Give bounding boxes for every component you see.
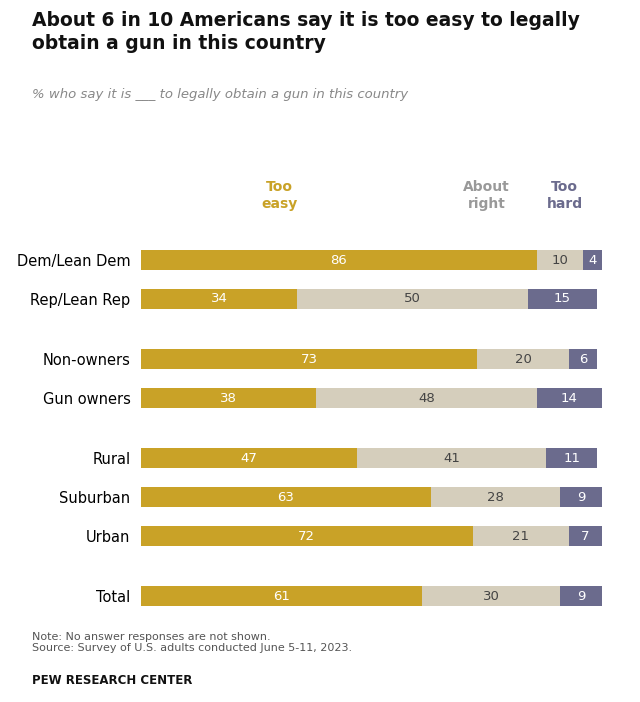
- Text: 21: 21: [513, 529, 529, 543]
- Bar: [141, 289, 298, 309]
- Bar: [477, 349, 570, 369]
- Bar: [560, 586, 602, 607]
- Bar: [583, 250, 602, 270]
- Text: 20: 20: [515, 352, 532, 366]
- Text: Note: No answer responses are not shown.
Source: Survey of U.S. adults conducted: Note: No answer responses are not shown.…: [32, 632, 352, 654]
- Text: 86: 86: [331, 253, 348, 267]
- Text: 28: 28: [487, 491, 504, 504]
- Text: Too
easy: Too easy: [261, 180, 297, 211]
- Bar: [547, 449, 597, 468]
- Text: 4: 4: [588, 253, 596, 267]
- Bar: [316, 388, 537, 408]
- Bar: [141, 487, 431, 508]
- Text: 34: 34: [211, 293, 228, 305]
- Text: 7: 7: [581, 529, 589, 543]
- Text: 72: 72: [298, 529, 315, 543]
- Bar: [357, 449, 547, 468]
- Bar: [141, 349, 477, 369]
- Text: 10: 10: [552, 253, 568, 267]
- Bar: [570, 526, 602, 546]
- Text: 38: 38: [220, 392, 237, 404]
- Bar: [537, 388, 602, 408]
- Text: 41: 41: [444, 452, 460, 465]
- Text: PEW RESEARCH CENTER: PEW RESEARCH CENTER: [32, 674, 193, 687]
- Text: 9: 9: [577, 590, 585, 603]
- Bar: [431, 487, 560, 508]
- Bar: [141, 250, 537, 270]
- Text: 15: 15: [554, 293, 571, 305]
- Text: 47: 47: [241, 452, 257, 465]
- Text: 6: 6: [579, 352, 588, 366]
- Text: 11: 11: [563, 452, 580, 465]
- Bar: [141, 586, 422, 607]
- Bar: [141, 449, 357, 468]
- Text: Too
hard: Too hard: [547, 180, 583, 211]
- Bar: [570, 349, 597, 369]
- Text: 9: 9: [577, 491, 585, 504]
- Bar: [528, 289, 597, 309]
- Text: 14: 14: [561, 392, 578, 404]
- Text: % who say it is ___ to legally obtain a gun in this country: % who say it is ___ to legally obtain a …: [32, 88, 408, 101]
- Text: About
right: About right: [463, 180, 510, 211]
- Bar: [298, 289, 528, 309]
- Text: 48: 48: [418, 392, 435, 404]
- Bar: [537, 250, 583, 270]
- Text: 50: 50: [404, 293, 421, 305]
- Text: About 6 in 10 Americans say it is too easy to legally
obtain a gun in this count: About 6 in 10 Americans say it is too ea…: [32, 11, 580, 53]
- Bar: [472, 526, 570, 546]
- Bar: [422, 586, 560, 607]
- Text: 30: 30: [483, 590, 499, 603]
- Bar: [560, 487, 602, 508]
- Bar: [141, 526, 472, 546]
- Text: 63: 63: [278, 491, 294, 504]
- Bar: [141, 388, 316, 408]
- Text: 73: 73: [301, 352, 317, 366]
- Text: 61: 61: [273, 590, 290, 603]
